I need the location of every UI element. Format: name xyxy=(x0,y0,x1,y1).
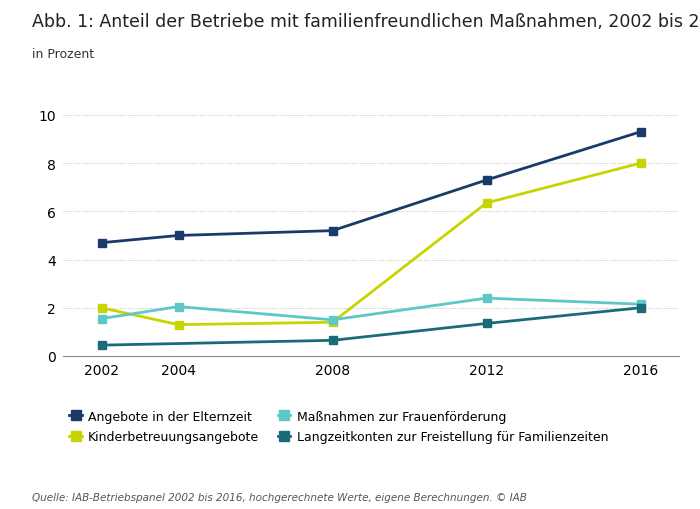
Legend: Angebote in der Elternzeit, Kinderbetreuungsangebote, Maßnahmen zur Frauenförder: Angebote in der Elternzeit, Kinderbetreu… xyxy=(69,410,608,444)
Text: Quelle: IAB-Betriebspanel 2002 bis 2016, hochgerechnete Werte, eigene Berechnung: Quelle: IAB-Betriebspanel 2002 bis 2016,… xyxy=(32,492,526,502)
Text: in Prozent: in Prozent xyxy=(32,48,94,61)
Text: Abb. 1: Anteil der Betriebe mit familienfreundlichen Maßnahmen, 2002 bis 2016: Abb. 1: Anteil der Betriebe mit familien… xyxy=(32,13,700,31)
